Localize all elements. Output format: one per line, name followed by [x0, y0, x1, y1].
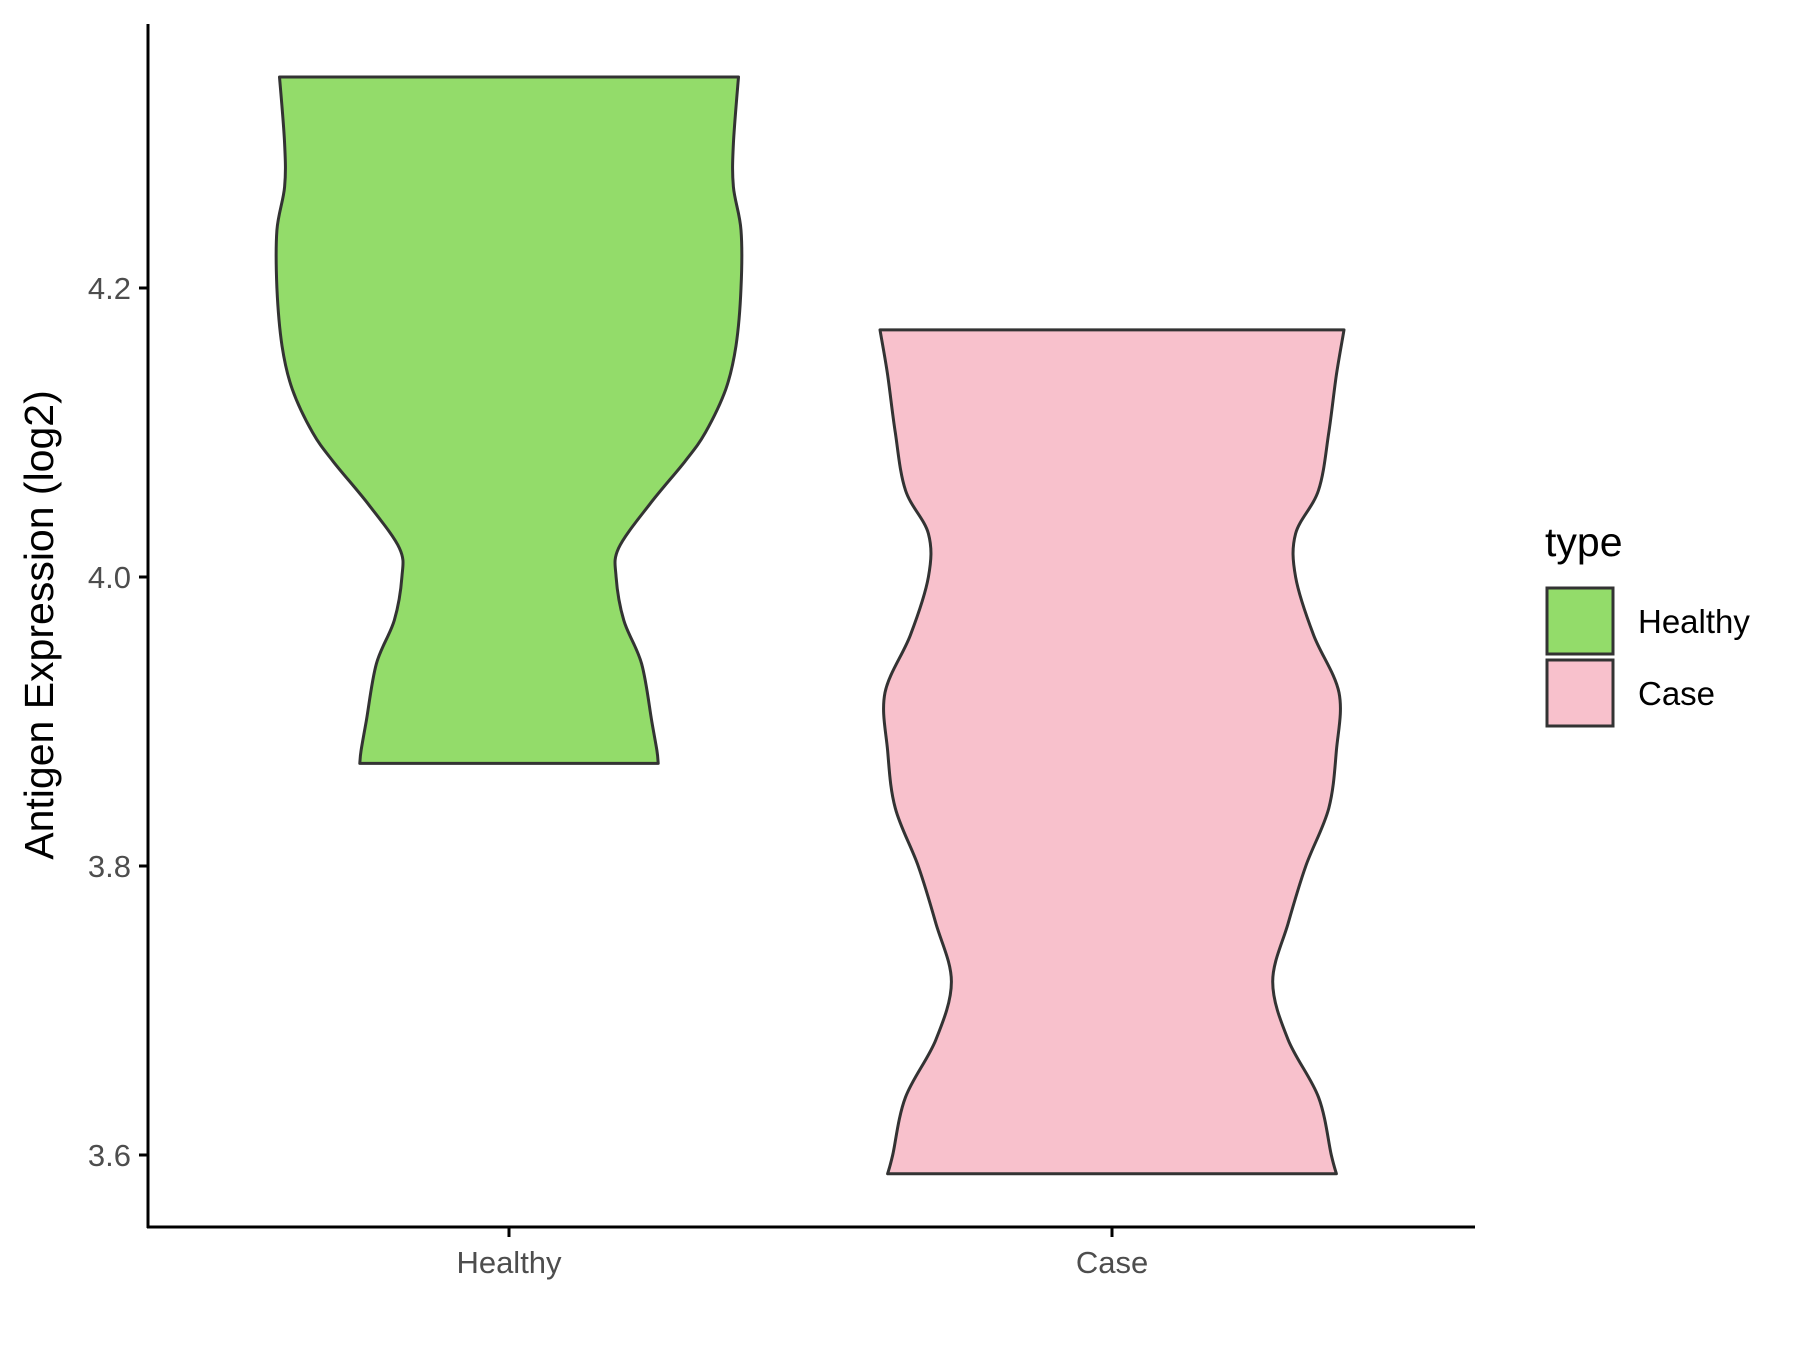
legend-label-case: Case	[1638, 675, 1715, 712]
x-tick-label: Case	[1076, 1245, 1148, 1280]
legend-items: Healthy Case	[1545, 586, 1750, 728]
violins-layer	[274, 75, 1346, 1176]
legend: type Healthy Case	[1545, 519, 1750, 728]
y-tick-label: 3.6	[88, 1138, 131, 1173]
y-tick-label: 4.2	[88, 271, 131, 306]
violin-healthy	[274, 75, 744, 765]
y-tick-label: 3.8	[88, 849, 131, 884]
legend-title: type	[1545, 519, 1623, 565]
axes-layer	[146, 24, 1475, 1229]
violin-case	[878, 328, 1346, 1176]
legend-label-healthy: Healthy	[1638, 603, 1750, 640]
legend-swatch-healthy	[1545, 586, 1615, 656]
y-axis-title: Antigen Expression (log2)	[16, 390, 62, 859]
legend-swatch-case	[1545, 658, 1615, 728]
y-tick-label: 4.0	[88, 560, 131, 595]
x-tick-label: Healthy	[456, 1245, 562, 1280]
y-ticks: 3.6 3.8 4.0 4.2	[88, 271, 148, 1173]
x-ticks: Healthy Case	[456, 1227, 1148, 1280]
